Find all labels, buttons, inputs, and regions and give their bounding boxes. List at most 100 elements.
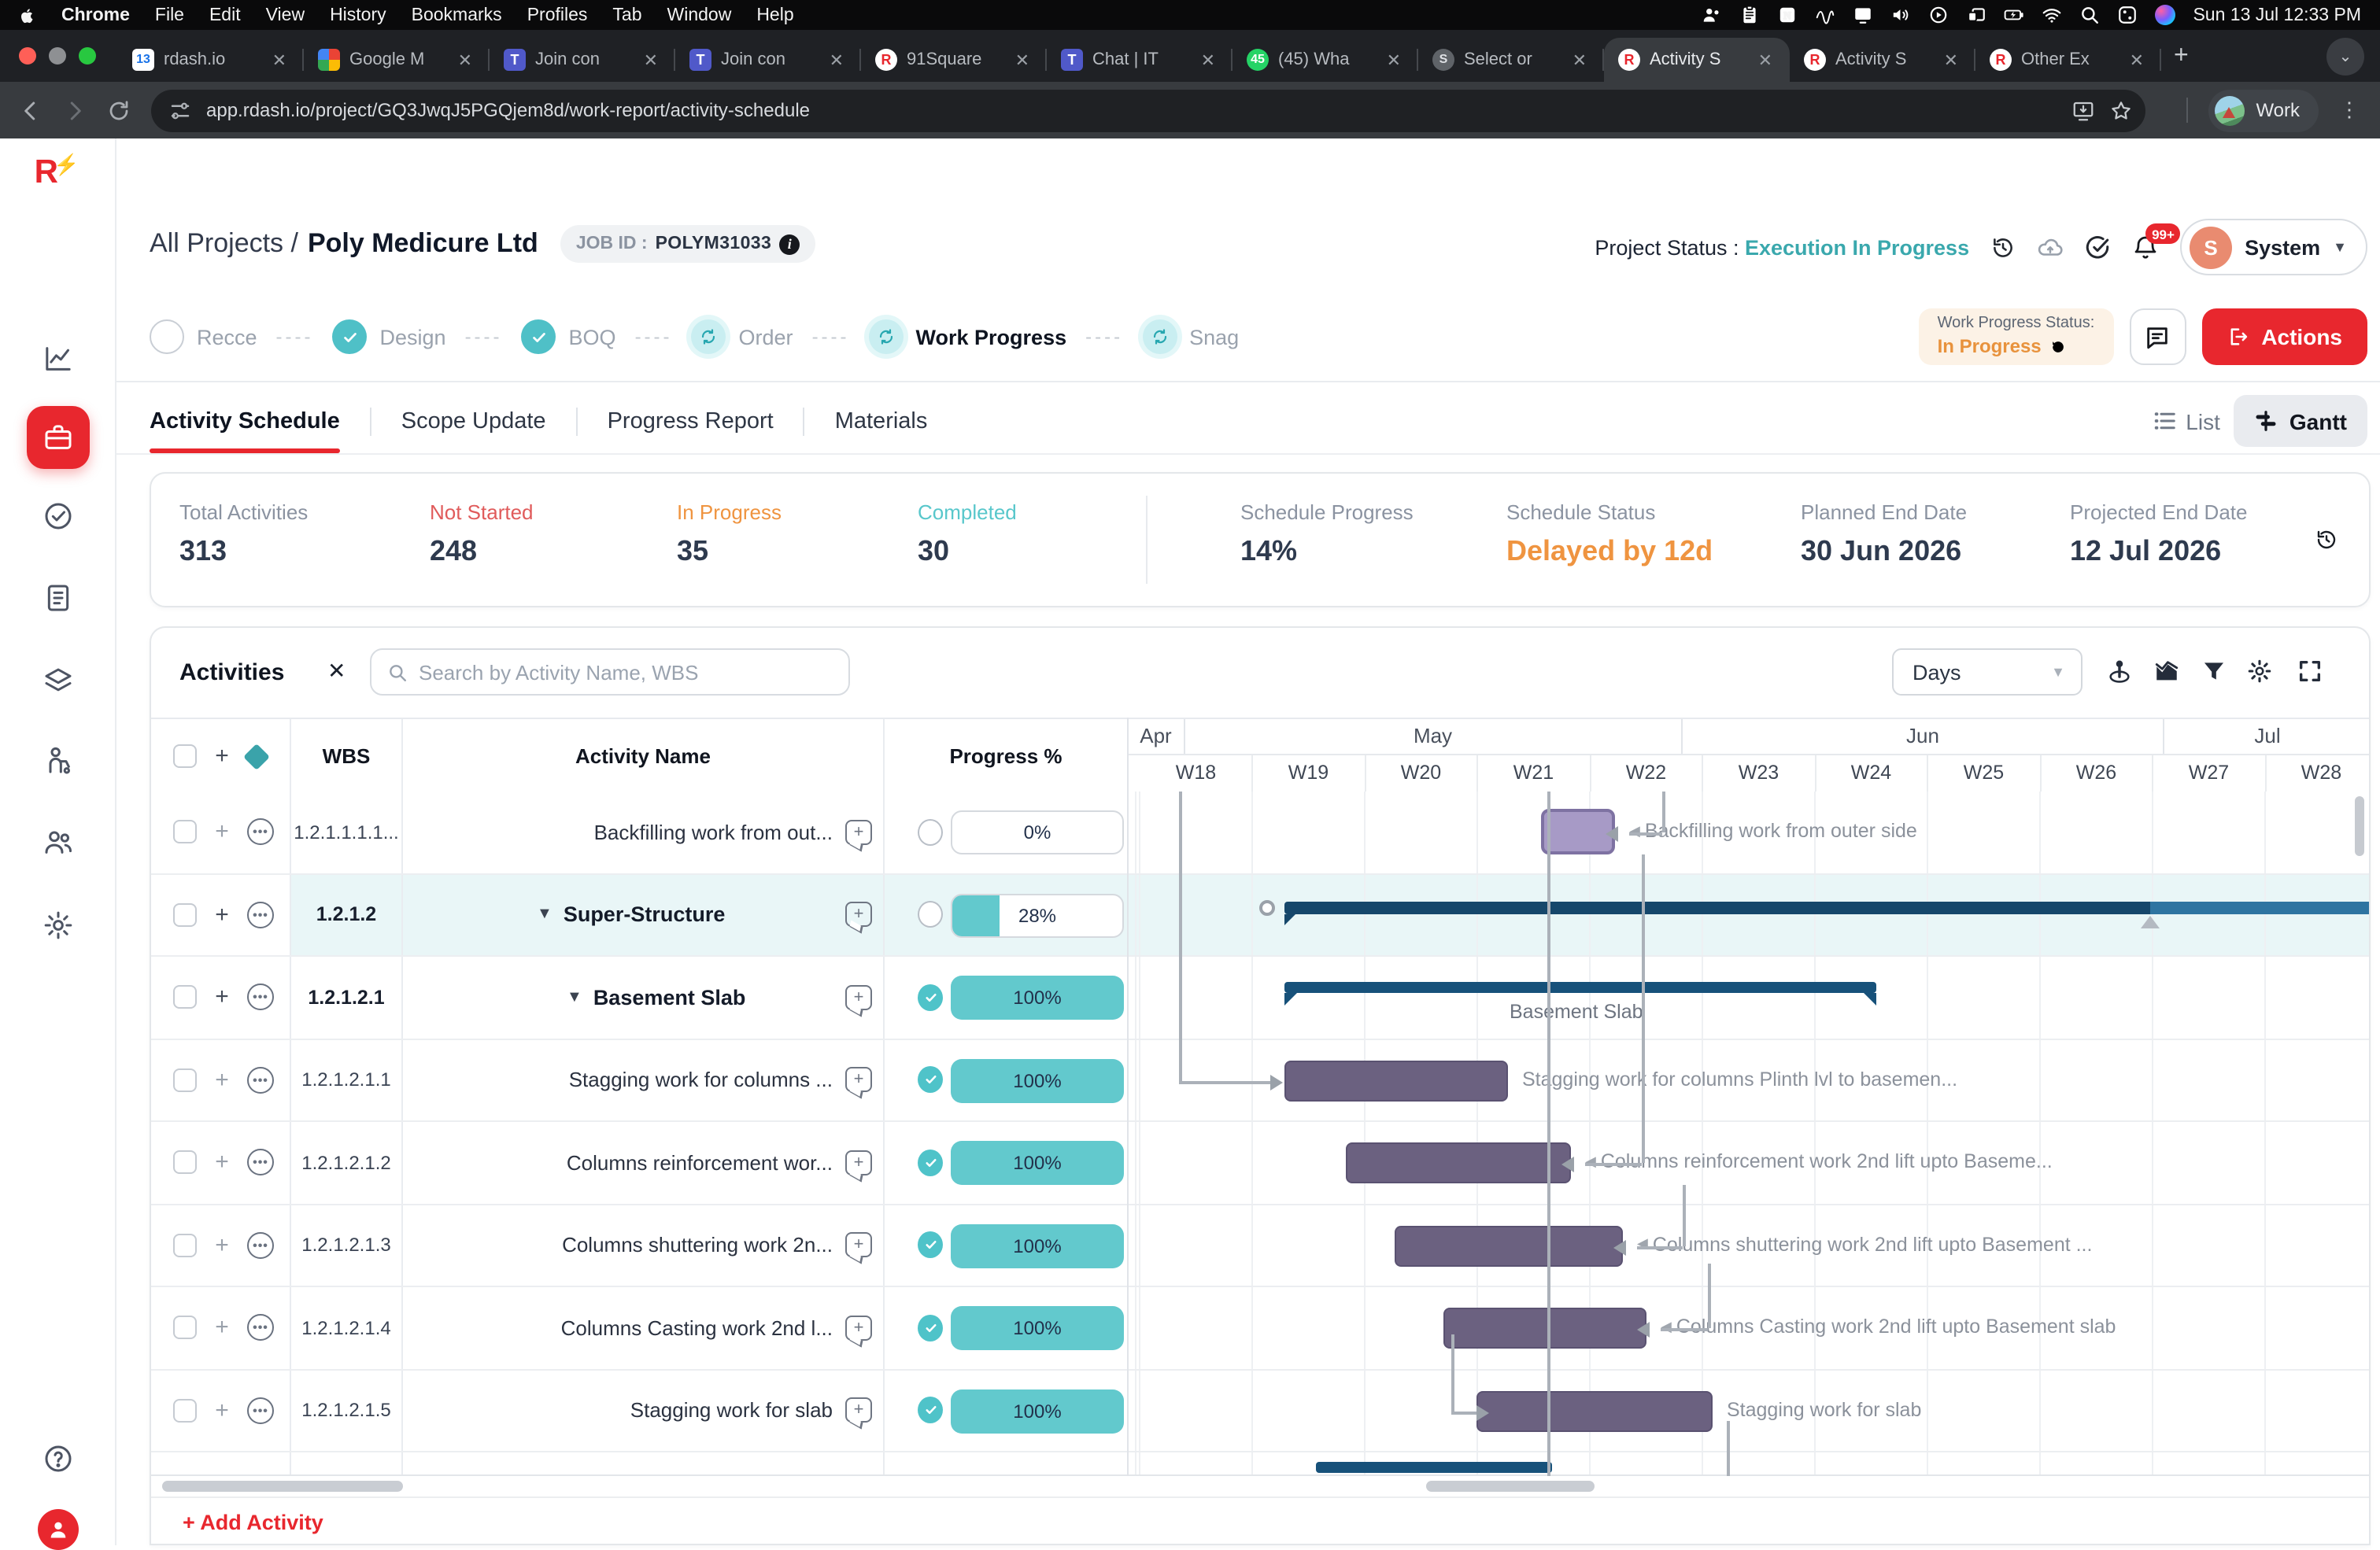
row-menu-icon[interactable]: •••: [247, 984, 274, 1011]
gantt-summary-bar[interactable]: [1284, 982, 1876, 993]
row-checkbox[interactable]: [173, 820, 197, 844]
progress-value[interactable]: 100%: [951, 1223, 1124, 1268]
sidebar-item-chart-line[interactable]: [42, 342, 73, 374]
add-activity-button[interactable]: + Add Activity: [183, 1511, 323, 1534]
workflow-step-boq[interactable]: BOQ: [521, 319, 616, 354]
row-menu-icon[interactable]: •••: [247, 1066, 274, 1094]
add-comment-icon[interactable]: +: [845, 984, 872, 1010]
browser-tab-11[interactable]: R Other Ex ✕: [1975, 38, 2161, 82]
activity-name[interactable]: Stagging work for slab: [630, 1398, 833, 1423]
cloud-sync-icon[interactable]: [2037, 234, 2064, 260]
progress-value[interactable]: 100%: [951, 976, 1124, 1020]
close-tab-icon[interactable]: ✕: [2129, 51, 2144, 70]
rdash-logo[interactable]: R⚡: [34, 153, 79, 190]
pin-icon[interactable]: [2106, 658, 2133, 685]
fullscreen-icon[interactable]: [2297, 658, 2323, 685]
browser-tab-5[interactable]: R 91Square ✕: [861, 38, 1047, 82]
status-pending-icon[interactable]: [918, 818, 943, 846]
tab-scope-update[interactable]: Scope Update: [401, 409, 546, 434]
close-tab-icon[interactable]: ✕: [1200, 51, 1215, 70]
tab-materials[interactable]: Materials: [834, 409, 928, 434]
add-subtask-icon[interactable]: +: [215, 1066, 229, 1094]
list-view-button[interactable]: List: [2153, 408, 2220, 434]
site-settings-icon[interactable]: [168, 98, 192, 122]
filter-icon[interactable]: [2201, 658, 2227, 685]
activity-name[interactable]: Columns reinforcement wor...: [566, 1150, 833, 1175]
status-complete-icon[interactable]: [918, 1314, 943, 1341]
column-header-wbs[interactable]: WBS: [291, 719, 403, 793]
close-window-button[interactable]: [19, 47, 36, 65]
play-circle-icon[interactable]: [1928, 5, 1949, 25]
row-checkbox[interactable]: [173, 902, 197, 927]
address-bar[interactable]: app.rdash.io/project/GQ3JwqJ5PGQjem8d/wo…: [151, 89, 2146, 131]
progress-value[interactable]: 28%: [951, 893, 1124, 937]
sidebar-item-briefcase[interactable]: [26, 405, 89, 468]
close-tab-icon[interactable]: ✕: [1014, 51, 1029, 70]
menu-item-bookmarks[interactable]: Bookmarks: [411, 6, 502, 24]
menu-item-file[interactable]: File: [154, 6, 184, 24]
row-menu-icon[interactable]: •••: [247, 1149, 274, 1176]
add-comment-icon[interactable]: +: [845, 819, 872, 845]
close-tab-icon[interactable]: ✕: [829, 51, 844, 70]
stage-manager-icon[interactable]: [1966, 5, 1986, 25]
clipboard-icon[interactable]: [1739, 5, 1760, 25]
add-subtask-icon[interactable]: +: [215, 1149, 229, 1176]
add-comment-icon[interactable]: +: [845, 1150, 872, 1175]
notion-icon[interactable]: N: [1777, 5, 1798, 25]
activity-name[interactable]: Backfilling work from out...: [593, 820, 833, 844]
workflow-step-snag[interactable]: Snag: [1142, 319, 1239, 354]
activity-name[interactable]: ▼ Basement Slab: [567, 985, 746, 1009]
scrollbar-thumb[interactable]: [162, 1481, 403, 1492]
menu-item-tab[interactable]: Tab: [612, 6, 642, 24]
activity-name[interactable]: Columns Casting work 2nd l...: [560, 1316, 833, 1340]
browser-tab-1[interactable]: 13 rdash.io ✕: [118, 38, 304, 82]
area-chart-icon[interactable]: [2153, 658, 2180, 685]
user-avatar-bottom[interactable]: [37, 1509, 78, 1550]
add-comment-icon[interactable]: +: [845, 1067, 872, 1093]
menu-item-window[interactable]: Window: [667, 6, 732, 24]
vertical-scrollbar[interactable]: [2355, 796, 2364, 856]
status-complete-icon[interactable]: [918, 984, 943, 1011]
add-subtask-icon[interactable]: +: [215, 1314, 229, 1341]
control-center-icon[interactable]: [2117, 5, 2138, 25]
add-comment-icon[interactable]: +: [845, 1232, 872, 1258]
gantt-task-bar[interactable]: [1346, 1142, 1571, 1183]
row-checkbox[interactable]: [173, 1316, 197, 1340]
display-icon[interactable]: [1853, 5, 1873, 25]
new-tab-button[interactable]: +: [2174, 42, 2189, 69]
menu-item-history[interactable]: History: [330, 6, 386, 24]
workflow-step-recce[interactable]: Recce: [150, 319, 257, 354]
column-header-activity-name[interactable]: Activity Name: [403, 719, 885, 793]
status-history-icon[interactable]: [1990, 234, 2016, 260]
scribble-icon[interactable]: [1815, 5, 1835, 25]
scrollbar-thumb[interactable]: [1426, 1481, 1595, 1492]
volume-icon[interactable]: [1890, 5, 1911, 25]
status-complete-icon[interactable]: [918, 1066, 943, 1094]
approvals-check-icon[interactable]: [2084, 234, 2111, 260]
workflow-step-design[interactable]: Design: [332, 319, 446, 354]
sidebar-item-layers[interactable]: [42, 665, 73, 696]
sidebar-item-worker[interactable]: [42, 744, 73, 775]
sidebar-item-report[interactable]: [42, 582, 73, 614]
drag-handle-dot[interactable]: [1259, 899, 1275, 915]
sidebar-item-check-circle[interactable]: [42, 500, 73, 531]
progress-value[interactable]: 100%: [951, 1141, 1124, 1185]
gantt-task-bar[interactable]: [1284, 1060, 1508, 1101]
progress-value[interactable]: 100%: [951, 1058, 1124, 1102]
close-tab-icon[interactable]: ✕: [1386, 51, 1401, 70]
add-comment-icon[interactable]: +: [845, 1397, 872, 1423]
browser-menu-icon[interactable]: ⋮: [2339, 98, 2361, 121]
row-menu-icon[interactable]: •••: [247, 901, 274, 928]
browser-tab-8[interactable]: S Select or ✕: [1418, 38, 1604, 82]
siri-icon[interactable]: [2155, 5, 2176, 25]
browser-tab-3[interactable]: T Join con ✕: [490, 38, 675, 82]
close-tab-icon[interactable]: ✕: [1943, 51, 1958, 70]
menu-item-profiles[interactable]: Profiles: [527, 6, 588, 24]
horizontal-scrollbar[interactable]: [151, 1476, 2369, 1496]
close-tab-icon[interactable]: ✕: [1757, 51, 1772, 70]
gantt-milestone-bar[interactable]: [1541, 809, 1615, 854]
browser-tab-6[interactable]: T Chat | IT ✕: [1047, 38, 1232, 82]
forward-button[interactable]: [63, 98, 87, 122]
add-subtask-icon[interactable]: +: [215, 818, 229, 846]
minimize-window-button[interactable]: [49, 47, 66, 65]
